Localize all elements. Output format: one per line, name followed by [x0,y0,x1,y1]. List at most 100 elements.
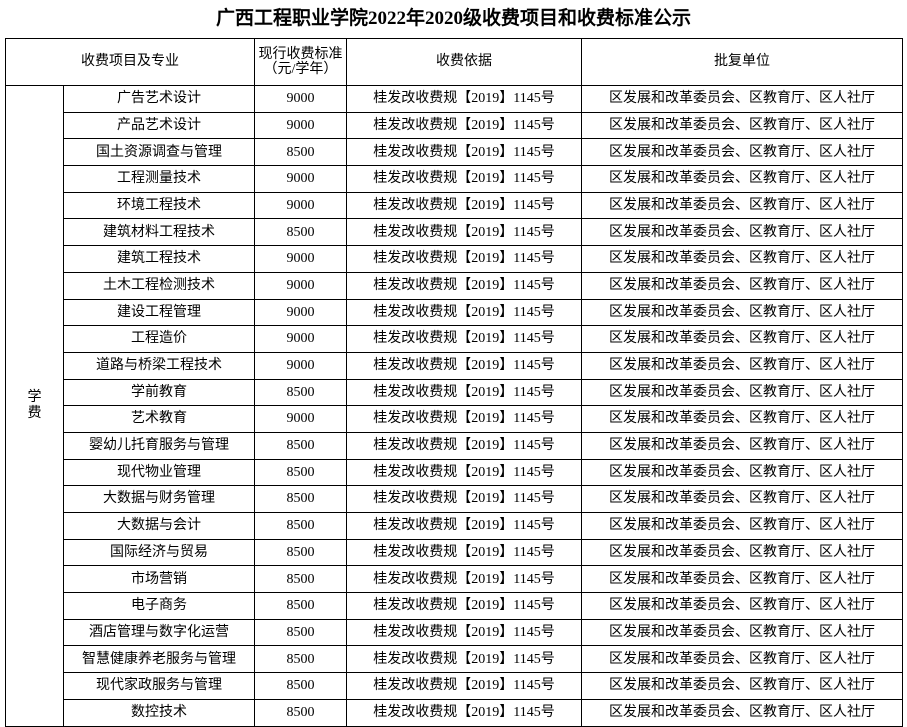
cell-program: 艺术教育 [63,405,255,433]
cell-program: 工程测量技术 [63,165,255,193]
table-row: 现代物业管理 8500 桂发改收费规【2019】1145号 区发展和改革委员会、区教育… [6,458,903,487]
cell-fee: 8500 [254,618,347,647]
cell-basis: 桂发改收费规【2019】1145号 [346,218,582,247]
cell-approver: 区发展和改革委员会、区教育厅、区人社厅 [581,405,903,433]
table-body: 学费广告艺术设计 9000 桂发改收费规【2019】1145号 区发展和改革委员会、区… [5,85,903,727]
cell-fee: 9000 [254,405,347,433]
cell-basis: 桂发改收费规【2019】1145号 [346,645,582,674]
cell-approver: 区发展和改革委员会、区教育厅、区人社厅 [581,378,903,407]
cell-program: 智慧健康养老服务与管理 [63,645,255,674]
table-row: 环境工程技术 9000 桂发改收费规【2019】1145号 区发展和改革委员会、区教育… [6,191,903,220]
cell-program: 数控技术 [63,698,255,727]
cell-program: 产品艺术设计 [63,111,255,140]
cell-program: 广告艺术设计 [63,85,255,113]
cell-fee: 8500 [254,698,347,727]
cell-approver: 区发展和改革委员会、区教育厅、区人社厅 [581,165,903,193]
table-row: 国土资源调查与管理 8500 桂发改收费规【2019】1145号 区发展和改革委员会、… [6,138,903,167]
cell-basis: 桂发改收费规【2019】1145号 [346,538,582,567]
header-cell-basis: 收费依据 [346,38,582,86]
table-row: 道路与桥梁工程技术 9000 桂发改收费规【2019】1145号 区发展和改革委员会、… [6,351,903,380]
cell-approver: 区发展和改革委员会、区教育厅、区人社厅 [581,672,903,700]
cell-program: 国土资源调查与管理 [63,138,255,167]
cell-approver: 区发展和改革委员会、区教育厅、区人社厅 [581,618,903,647]
table-row: 建设工程管理 9000 桂发改收费规【2019】1145号 区发展和改革委员会、区教育… [6,298,903,327]
cell-basis: 桂发改收费规【2019】1145号 [346,111,582,140]
cell-program: 婴幼儿托育服务与管理 [63,431,255,460]
table-row: 工程测量技术 9000 桂发改收费规【2019】1145号 区发展和改革委员会、区教育… [6,165,903,193]
table-row: 大数据与财务管理 8500 桂发改收费规【2019】1145号 区发展和改革委员会、区… [6,485,903,513]
table-row: 国际经济与贸易 8500 桂发改收费规【2019】1145号 区发展和改革委员会、区教… [6,538,903,567]
cell-fee: 8500 [254,138,347,167]
row-group-label-char: 学 [27,390,42,406]
table-row: 现代家政服务与管理 8500 桂发改收费规【2019】1145号 区发展和改革委员会、… [6,672,903,700]
cell-fee: 8500 [254,431,347,460]
cell-approver: 区发展和改革委员会、区教育厅、区人社厅 [581,592,903,620]
cell-approver: 区发展和改革委员会、区教育厅、区人社厅 [581,191,903,220]
table-row: 电子商务 8500 桂发改收费规【2019】1145号 区发展和改革委员会、区教育厅、… [6,592,903,620]
cell-approver: 区发展和改革委员会、区教育厅、区人社厅 [581,485,903,513]
cell-program: 土木工程检测技术 [63,271,255,300]
header-cell-approver: 批复单位 [581,38,903,86]
cell-basis: 桂发改收费规【2019】1145号 [346,191,582,220]
table-row: 建筑材料工程技术 8500 桂发改收费规【2019】1145号 区发展和改革委员会、区… [6,218,903,247]
cell-basis: 桂发改收费规【2019】1145号 [346,512,582,540]
table-row: 市场营销 8500 桂发改收费规【2019】1145号 区发展和改革委员会、区教育厅、… [6,565,903,594]
table-row: 艺术教育 9000 桂发改收费规【2019】1145号 区发展和改革委员会、区教育厅、… [6,405,903,433]
cell-basis: 桂发改收费规【2019】1145号 [346,351,582,380]
cell-basis: 桂发改收费规【2019】1145号 [346,85,582,113]
cell-approver: 区发展和改革委员会、区教育厅、区人社厅 [581,218,903,247]
fee-table-container: 收费项目及专业 现行收费标准（元/学年） 收费依据 批复单位 学费广告艺术设计 9… [5,38,903,727]
cell-approver: 区发展和改革委员会、区教育厅、区人社厅 [581,458,903,487]
cell-program: 工程造价 [63,325,255,353]
cell-fee: 9000 [254,111,347,140]
table-row: 大数据与会计 8500 桂发改收费规【2019】1145号 区发展和改革委员会、区教育… [6,512,903,540]
cell-program: 国际经济与贸易 [63,538,255,567]
cell-program: 市场营销 [63,565,255,594]
cell-approver: 区发展和改革委员会、区教育厅、区人社厅 [581,565,903,594]
table-header: 收费项目及专业 现行收费标准（元/学年） 收费依据 批复单位 [5,38,903,86]
fee-table: 收费项目及专业 现行收费标准（元/学年） 收费依据 批复单位 学费广告艺术设计 9… [5,38,903,727]
document-page: 广西工程职业学院2022年2020级收费项目和收费标准公示 收费项目及专业 现行… [5,8,903,727]
cell-program: 环境工程技术 [63,191,255,220]
cell-basis: 桂发改收费规【2019】1145号 [346,485,582,513]
cell-fee: 8500 [254,538,347,567]
cell-fee: 8500 [254,485,347,513]
cell-program: 电子商务 [63,592,255,620]
cell-basis: 桂发改收费规【2019】1145号 [346,698,582,727]
row-group-label-char: 费 [27,405,42,421]
cell-approver: 区发展和改革委员会、区教育厅、区人社厅 [581,138,903,167]
cell-program: 现代家政服务与管理 [63,672,255,700]
table-row: 酒店管理与数字化运营 8500 桂发改收费规【2019】1145号 区发展和改革委员会… [6,618,903,647]
cell-program: 建设工程管理 [63,298,255,327]
cell-fee: 8500 [254,458,347,487]
cell-approver: 区发展和改革委员会、区教育厅、区人社厅 [581,298,903,327]
cell-basis: 桂发改收费规【2019】1145号 [346,245,582,273]
cell-basis: 桂发改收费规【2019】1145号 [346,431,582,460]
cell-program: 道路与桥梁工程技术 [63,351,255,380]
cell-program: 现代物业管理 [63,458,255,487]
cell-fee: 8500 [254,565,347,594]
cell-basis: 桂发改收费规【2019】1145号 [346,165,582,193]
cell-approver: 区发展和改革委员会、区教育厅、区人社厅 [581,645,903,674]
table-row: 产品艺术设计 9000 桂发改收费规【2019】1145号 区发展和改革委员会、区教育… [6,111,903,140]
table-row: 婴幼儿托育服务与管理 8500 桂发改收费规【2019】1145号 区发展和改革委员会… [6,431,903,460]
cell-fee: 8500 [254,218,347,247]
cell-basis: 桂发改收费规【2019】1145号 [346,618,582,647]
cell-basis: 桂发改收费规【2019】1145号 [346,458,582,487]
cell-fee: 9000 [254,165,347,193]
cell-fee: 9000 [254,271,347,300]
cell-fee: 9000 [254,351,347,380]
cell-approver: 区发展和改革委员会、区教育厅、区人社厅 [581,111,903,140]
cell-fee: 8500 [254,592,347,620]
cell-approver: 区发展和改革委员会、区教育厅、区人社厅 [581,245,903,273]
cell-program: 酒店管理与数字化运营 [63,618,255,647]
cell-approver: 区发展和改革委员会、区教育厅、区人社厅 [581,325,903,353]
cell-basis: 桂发改收费规【2019】1145号 [346,325,582,353]
cell-approver: 区发展和改革委员会、区教育厅、区人社厅 [581,512,903,540]
cell-program: 建筑工程技术 [63,245,255,273]
cell-fee: 9000 [254,191,347,220]
cell-approver: 区发展和改革委员会、区教育厅、区人社厅 [581,85,903,113]
cell-fee: 8500 [254,378,347,407]
cell-approver: 区发展和改革委员会、区教育厅、区人社厅 [581,538,903,567]
cell-fee: 9000 [254,85,347,113]
